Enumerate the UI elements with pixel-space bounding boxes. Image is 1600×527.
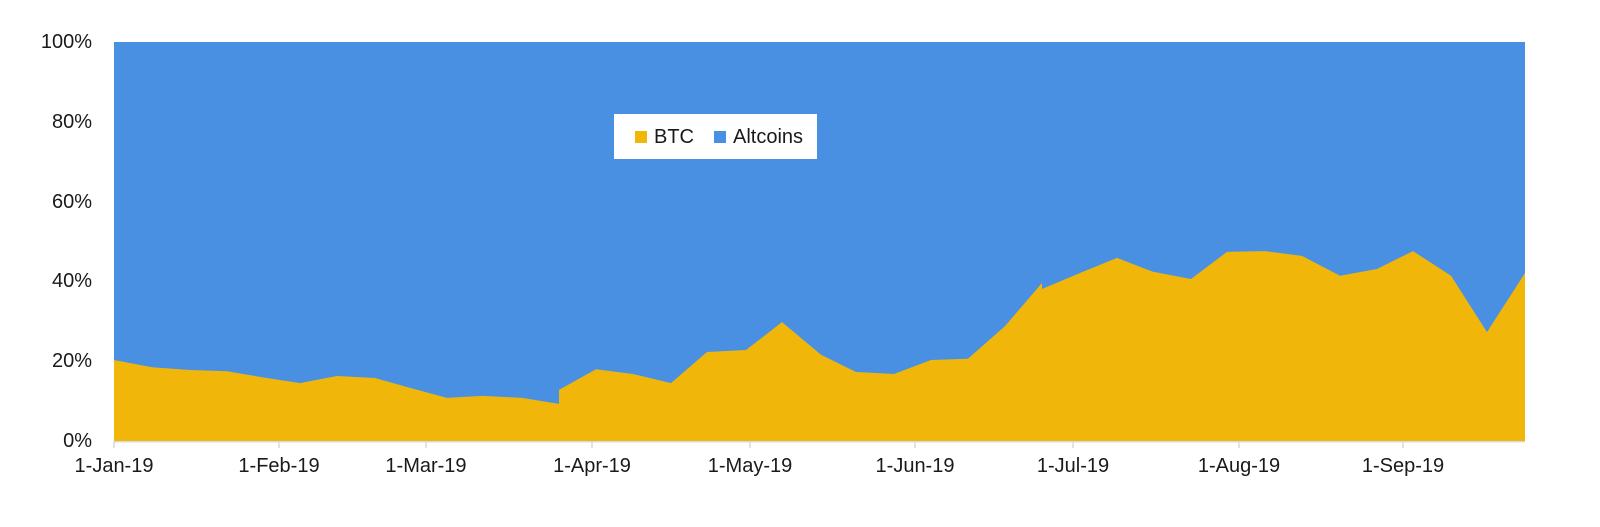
x-tick-label: 1-Jan-19 xyxy=(74,455,154,477)
chart-legend: BTC Altcoins xyxy=(614,114,817,159)
x-tick-label: 1-Aug-19 xyxy=(1197,455,1281,477)
x-tick-label: 1-May-19 xyxy=(707,455,793,477)
x-tick-label: 1-Mar-19 xyxy=(385,455,467,477)
y-tick-label: 0% xyxy=(63,430,92,452)
legend-item-btc: BTC xyxy=(635,126,694,148)
x-axis-ticks xyxy=(113,441,1404,448)
y-tick-label: 100% xyxy=(40,31,92,53)
btc-area xyxy=(114,251,1525,441)
x-tick-label: 1-Feb-19 xyxy=(238,455,320,477)
x-tick-label: 1-Sep-19 xyxy=(1361,455,1445,477)
altcoins-swatch-icon xyxy=(714,130,726,143)
btc-swatch-icon xyxy=(635,130,647,143)
y-tick-label: 20% xyxy=(51,350,92,373)
x-tick-label: 1-Jun-19 xyxy=(875,455,955,477)
y-tick-label: 60% xyxy=(51,190,92,213)
y-tick-label: 80% xyxy=(51,110,92,133)
legend-label: Altcoins xyxy=(733,125,804,148)
legend-item-altcoins: Altcoins xyxy=(714,126,803,148)
x-tick-label: 1-Jul-19 xyxy=(1036,455,1110,477)
x-tick-label: 1-Apr-19 xyxy=(553,455,631,477)
legend-label: BTC xyxy=(654,125,694,148)
y-tick-label: 40% xyxy=(51,270,92,293)
